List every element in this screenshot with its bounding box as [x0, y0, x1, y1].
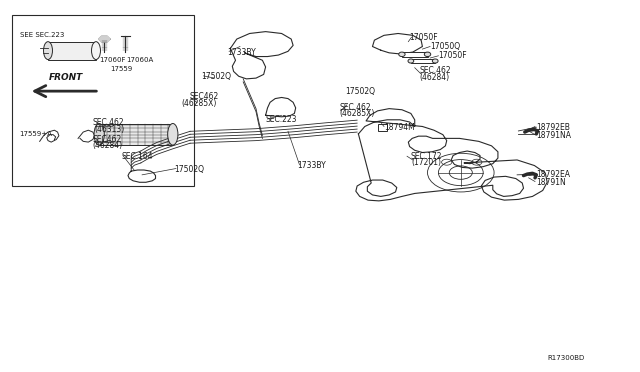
Text: SEC462: SEC462 — [189, 92, 219, 101]
Text: 17060F: 17060F — [99, 57, 125, 62]
Text: (46313): (46313) — [95, 125, 125, 134]
Ellipse shape — [399, 52, 405, 57]
Text: 1733BY: 1733BY — [227, 48, 256, 57]
Text: SEC462: SEC462 — [93, 135, 122, 144]
Text: SEC.164: SEC.164 — [122, 152, 153, 161]
Text: SEC.462: SEC.462 — [93, 118, 124, 127]
Text: 18792EA: 18792EA — [536, 170, 570, 179]
Bar — [411, 59, 435, 63]
Text: 18792EB: 18792EB — [536, 123, 570, 132]
Ellipse shape — [44, 42, 52, 60]
Text: SEC.462: SEC.462 — [339, 103, 371, 112]
Text: 1733BY: 1733BY — [298, 161, 326, 170]
Ellipse shape — [168, 124, 178, 145]
Text: SEE SEC.223: SEE SEC.223 — [20, 32, 65, 38]
Text: 17050F: 17050F — [438, 51, 467, 60]
Text: R17300BD: R17300BD — [547, 355, 584, 361]
Text: 18791N: 18791N — [536, 178, 566, 187]
Text: (46284): (46284) — [93, 141, 123, 150]
Ellipse shape — [408, 59, 414, 63]
Text: 17502Q: 17502Q — [346, 87, 376, 96]
Text: SEC.462: SEC.462 — [419, 66, 451, 75]
Bar — [99, 124, 173, 145]
Text: 17502Q: 17502Q — [202, 72, 232, 81]
Text: 17050Q: 17050Q — [430, 42, 460, 51]
Text: (46285X): (46285X) — [339, 109, 374, 118]
Bar — [12, 15, 194, 186]
Bar — [48, 42, 96, 60]
Ellipse shape — [94, 124, 104, 145]
Ellipse shape — [424, 52, 431, 57]
Text: (17201): (17201) — [411, 158, 441, 167]
Text: 17559: 17559 — [110, 66, 132, 72]
Polygon shape — [99, 36, 110, 42]
Text: 17559+A: 17559+A — [19, 131, 52, 137]
Ellipse shape — [433, 59, 438, 63]
Bar — [402, 52, 428, 57]
Text: 17502Q: 17502Q — [174, 165, 204, 174]
Text: (46285X): (46285X) — [181, 99, 216, 108]
Text: 18794M: 18794M — [384, 123, 415, 132]
Text: SEC.172: SEC.172 — [411, 153, 442, 161]
Text: 18791NA: 18791NA — [536, 131, 572, 140]
Ellipse shape — [92, 42, 100, 60]
Text: (46284): (46284) — [419, 73, 449, 81]
Bar — [378, 124, 387, 131]
Text: 17050F: 17050F — [410, 33, 438, 42]
Text: FRONT: FRONT — [49, 73, 83, 82]
Text: 17060A: 17060A — [126, 57, 154, 62]
Text: SEC.223: SEC.223 — [266, 115, 297, 124]
